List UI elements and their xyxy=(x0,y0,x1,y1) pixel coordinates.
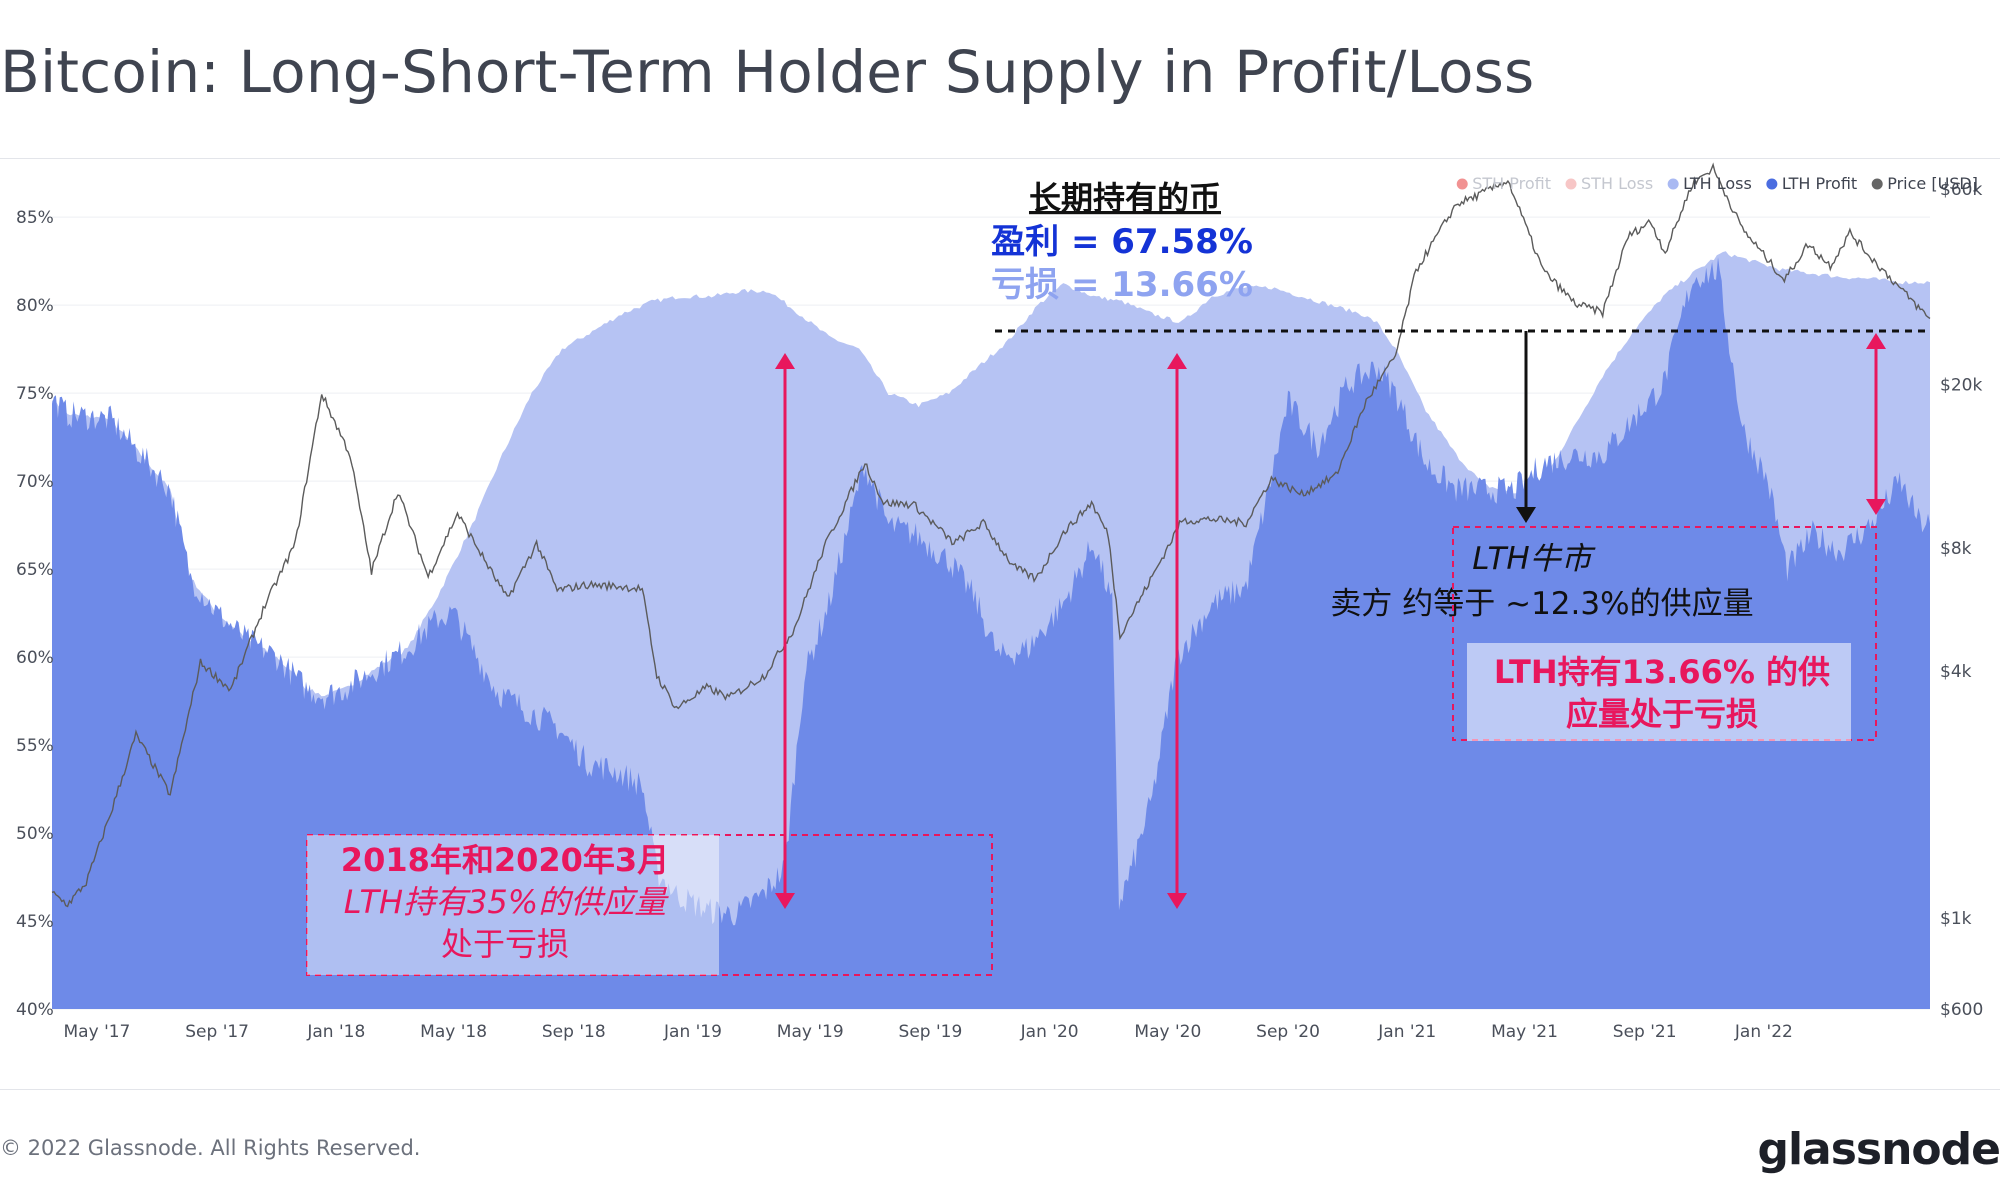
lth-2018-callout-line3: 处于亏损 xyxy=(441,925,569,963)
x-tick-label: Jan '22 xyxy=(1734,1022,1793,1042)
y-left-tick-label: 55% xyxy=(16,736,54,756)
lth-header-title: 长期持有的币 xyxy=(1029,179,1221,217)
lth-loss-arrow-2022 xyxy=(1866,333,1886,515)
lth-bull-arrow-head xyxy=(1516,507,1536,523)
y-right-tick-label: $60k xyxy=(1940,180,1982,200)
legend-swatch xyxy=(1766,178,1778,190)
y-left-tick-label: 70% xyxy=(16,472,54,492)
x-tick-label: Jan '19 xyxy=(663,1022,722,1042)
y-axis-right: $60k $20k $8k $4k $1k $600 xyxy=(1940,180,1983,1020)
x-tick-label: Sep '20 xyxy=(1256,1022,1320,1042)
legend-swatch xyxy=(1667,178,1679,190)
x-tick-label: May '21 xyxy=(1491,1022,1558,1042)
lth-bull-line1: LTH牛市 xyxy=(1472,541,1595,577)
lth-2018-callout-box xyxy=(307,835,719,975)
lth-bull-line2: 卖方 约等于 ~12.3%的供应量 xyxy=(1330,586,1753,622)
lth-2018-callout-line1: 2018年和2020年3月 xyxy=(341,841,669,879)
footer-copyright: © 2022 Glassnode. All Rights Reserved. xyxy=(0,1136,421,1160)
x-tick-label: Jan '21 xyxy=(1377,1022,1436,1042)
x-tick-label: May '18 xyxy=(420,1022,487,1042)
legend-item[interactable]: STH Profit xyxy=(1456,174,1551,193)
page-title: Bitcoin: Long-Short-Term Holder Supply i… xyxy=(0,38,1535,106)
y-left-tick-label: 85% xyxy=(16,208,54,228)
x-tick-label: Sep '18 xyxy=(542,1022,606,1042)
chart-legend: Price [USD] LTH Profit LTH Loss STH Loss STH… xyxy=(1456,174,1978,193)
chart-frame: glassnode 85%80%75%70%65%60%55%50%45%40%… xyxy=(0,158,2000,1090)
lth-header-loss: 亏损 = 13.66% xyxy=(991,265,1253,305)
legend-item[interactable]: STH Loss xyxy=(1565,174,1654,193)
x-tick-label: Sep '19 xyxy=(899,1022,963,1042)
lth-loss-callout-line1: LTH持有13.66% 的供 xyxy=(1494,653,1830,691)
legend-label: LTH Profit xyxy=(1782,174,1857,193)
supply-profit-loss-chart: glassnode 85%80%75%70%65%60%55%50%45%40%… xyxy=(16,162,1983,1042)
y-right-tick-label: $20k xyxy=(1940,376,1982,396)
lth-loss-callout-box xyxy=(1467,643,1851,741)
lth-header-profit: 盈利 = 67.58% xyxy=(991,222,1253,262)
x-tick-label: May '20 xyxy=(1134,1022,1201,1042)
y-left-tick-label: 65% xyxy=(16,560,54,580)
legend-label: STH Profit xyxy=(1472,174,1551,193)
lth-profit-area xyxy=(52,257,1930,1010)
x-tick-label: Jan '20 xyxy=(1020,1022,1079,1042)
x-tick-label: Sep '21 xyxy=(1613,1022,1677,1042)
y-left-tick-label: 45% xyxy=(16,912,54,932)
legend-label: Price [USD] xyxy=(1887,174,1978,193)
y-left-tick-label: 50% xyxy=(16,824,54,844)
legend-swatch xyxy=(1565,178,1577,190)
y-left-tick-label: 75% xyxy=(16,384,54,404)
lth-loss-callout-line2: 应量处于亏损 xyxy=(1566,695,1758,733)
lth-2018-callout-line2: LTH持有35%的供应量 xyxy=(344,883,669,921)
y-left-tick-label: 40% xyxy=(16,1000,54,1020)
lth-loss-arrow-2019 xyxy=(775,353,795,909)
y-right-tick-label: $8k xyxy=(1940,539,1972,559)
y-right-tick-label: $600 xyxy=(1940,1000,1983,1020)
y-right-tick-label: $4k xyxy=(1940,662,1972,682)
annotations: 长期持有的币 盈利 = 67.58% 亏损 = 13.66% LTH牛市 卖方 … xyxy=(306,179,1930,976)
legend-swatch xyxy=(1871,178,1883,190)
lth-2018-dashed-box xyxy=(306,834,993,976)
legend-label: LTH Loss xyxy=(1683,174,1752,193)
legend-label: STH Loss xyxy=(1581,174,1653,193)
price-line xyxy=(51,162,1931,908)
x-tick-label: Sep '17 xyxy=(185,1022,249,1042)
y-axis-left: 85% 80% 75% 70% 65% 60% 55% 50% 45% 40% xyxy=(16,208,54,1020)
legend-swatch xyxy=(1456,178,1468,190)
x-tick-label: May '17 xyxy=(64,1022,131,1042)
y-right-tick-label: $1k xyxy=(1940,909,1972,929)
x-axis: May '17 Sep '17 Jan '18 May '18 Sep '18 Jan '… xyxy=(64,1022,1793,1042)
glassnode-logo: glassnode xyxy=(1757,1124,2000,1175)
x-tick-label: May '19 xyxy=(777,1022,844,1042)
legend-item[interactable]: LTH Loss xyxy=(1667,174,1752,193)
legend-item[interactable]: Price [USD] xyxy=(1871,174,1978,193)
legend-item[interactable]: LTH Profit xyxy=(1766,174,1857,193)
y-left-tick-label: 80% xyxy=(16,296,54,316)
y-left-tick-label: 60% xyxy=(16,648,54,668)
lth-loss-arrow-2020 xyxy=(1167,353,1187,909)
x-tick-label: Jan '18 xyxy=(306,1022,365,1042)
